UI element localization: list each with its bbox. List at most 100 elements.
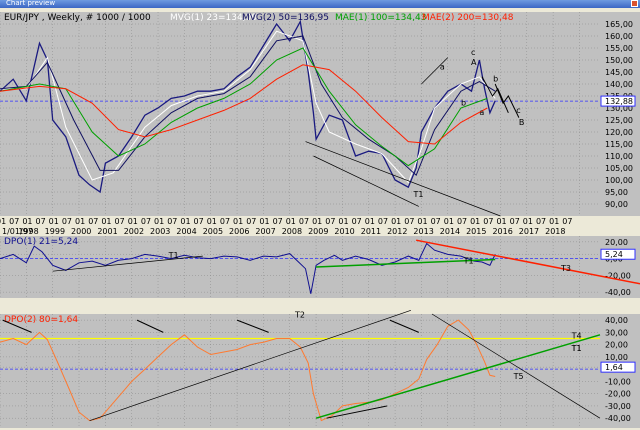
- series-line-mae-2-200: [0, 64, 488, 145]
- close-icon[interactable]: [631, 0, 638, 7]
- x-month-label: 01: [259, 217, 269, 226]
- x-month-label: 01: [49, 217, 59, 226]
- wave-annotation: b: [461, 99, 466, 108]
- legend-entry: MAE(1) 100=134,43: [335, 13, 426, 23]
- x-year-label: 2001: [97, 227, 117, 236]
- x-year-start-label: 1/01/97: [2, 227, 33, 236]
- y-tick-label: 160,00: [605, 32, 633, 41]
- y-tick-label: 10,00: [605, 353, 628, 362]
- x-year-label: 2010: [334, 227, 354, 236]
- y-tick-label: 95,00: [605, 188, 628, 197]
- x-month-label: 01: [286, 217, 296, 226]
- y-tick-label: -40,00: [605, 414, 631, 423]
- dpo2-line: [0, 319, 496, 422]
- x-month-label: 07: [431, 217, 441, 226]
- x-month-label: 01: [549, 217, 559, 226]
- chart-area: 165,00160,00155,00150,00145,00140,00135,…: [0, 12, 640, 428]
- legend-entry: MVG(2) 50=136,95: [242, 13, 329, 23]
- series-line-eur-jpy: [0, 19, 496, 194]
- last-value-box: [600, 95, 636, 107]
- panel-gap: [0, 298, 640, 314]
- y-tick-label: 145,00: [605, 68, 633, 77]
- x-month-label: 07: [483, 217, 493, 226]
- x-year-label: 2000: [71, 227, 91, 236]
- series-line-mvg-1-23: [0, 30, 496, 184]
- x-month-label: 07: [62, 217, 72, 226]
- wave-annotation: b: [493, 75, 498, 84]
- x-month-label: 07: [536, 217, 546, 226]
- x-month-label: 07: [273, 217, 283, 226]
- x-month-label: 07: [378, 217, 388, 226]
- x-month-label: 07: [299, 217, 309, 226]
- x-year-label: 2003: [150, 227, 170, 236]
- y-tick-label: -20,00: [605, 390, 631, 399]
- y-tick-label: 140,00: [605, 80, 633, 89]
- wave-annotation: T1: [413, 190, 424, 199]
- y-tick-label: 130,00: [605, 104, 633, 113]
- dpo2-down-trendline: [431, 313, 601, 419]
- y-tick-label: -40,00: [605, 288, 631, 297]
- y-tick-label: 120,00: [605, 128, 633, 137]
- panel-1-background: [0, 12, 640, 216]
- y-tick-label: 20,00: [605, 238, 628, 247]
- x-year-label: 2011: [361, 227, 381, 236]
- dpo1-value-box: [600, 248, 636, 260]
- last-value-label: 132,88: [605, 97, 633, 106]
- x-month-label: 07: [194, 217, 204, 226]
- x-month-label: 01: [128, 217, 138, 226]
- x-month-label: 01: [154, 217, 164, 226]
- y-tick-label: 100,00: [605, 176, 633, 185]
- x-month-label: 01: [391, 217, 401, 226]
- title-bar: Chart preview: [0, 0, 640, 8]
- dpo2-title: DPO(2) 80=1,64: [4, 315, 78, 325]
- y-tick-label: -10,00: [605, 377, 631, 386]
- legend-entry: MAE(2) 200=130,48: [422, 13, 514, 23]
- dpo2-value-label: 1,64: [605, 363, 623, 372]
- dpo2-annotation: T2: [294, 311, 305, 320]
- y-tick-label: 40,00: [605, 316, 628, 325]
- dpo1-trendline: [52, 255, 203, 272]
- dpo2-long-trendline: [89, 309, 412, 421]
- x-month-label: 07: [115, 217, 125, 226]
- x-month-label: 01: [312, 217, 322, 226]
- dpo2-annotation: T4: [571, 332, 582, 341]
- x-year-label: 2013: [413, 227, 433, 236]
- x-month-label: 01: [101, 217, 111, 226]
- x-month-label: 01: [417, 217, 427, 226]
- x-month-label: 01: [338, 217, 348, 226]
- x-year-label: 2015: [466, 227, 486, 236]
- panel-3-background: [0, 314, 640, 428]
- dpo2-arrow: [2, 319, 32, 333]
- x-month-label: 01: [180, 217, 190, 226]
- wave-annotation: c: [516, 106, 520, 115]
- x-month-label: 07: [220, 217, 230, 226]
- dpo1-annotation: T3: [560, 264, 571, 273]
- dpo1-value-label: 5,24: [605, 250, 623, 259]
- dpo2-green-trendline: [315, 334, 601, 419]
- forecast-path-2: [494, 83, 520, 118]
- x-month-label: 01: [444, 217, 454, 226]
- x-month-label: 07: [167, 217, 177, 226]
- x-month-label: 07: [562, 217, 572, 226]
- uptrend-arrow: [421, 57, 449, 85]
- y-tick-label: 115,00: [605, 140, 633, 149]
- y-tick-label: -30,00: [605, 402, 631, 411]
- series-line-mvg-2-50: [0, 35, 496, 177]
- dpo2-annotation: T1: [571, 344, 582, 353]
- forecast-path-1: [481, 76, 509, 114]
- wave-annotation: A: [471, 58, 477, 67]
- x-year-label: 2009: [308, 227, 328, 236]
- dpo1-annotation: T1: [168, 251, 179, 260]
- x-month-label: 07: [457, 217, 467, 226]
- y-tick-label: 90,00: [605, 200, 628, 209]
- series-line-mae-1-100: [0, 47, 488, 167]
- dpo2-annotation: T5: [513, 372, 524, 381]
- x-month-label: 07: [246, 217, 256, 226]
- y-tick-label: -20,00: [605, 271, 631, 280]
- wave-annotation: a: [479, 108, 484, 117]
- x-month-label: 01: [0, 217, 6, 226]
- x-year-label: 2018: [545, 227, 565, 236]
- x-year-label: 2002: [124, 227, 144, 236]
- dpo1-title: DPO(1) 21=5,24: [4, 237, 78, 247]
- y-tick-label: 30,00: [605, 328, 628, 337]
